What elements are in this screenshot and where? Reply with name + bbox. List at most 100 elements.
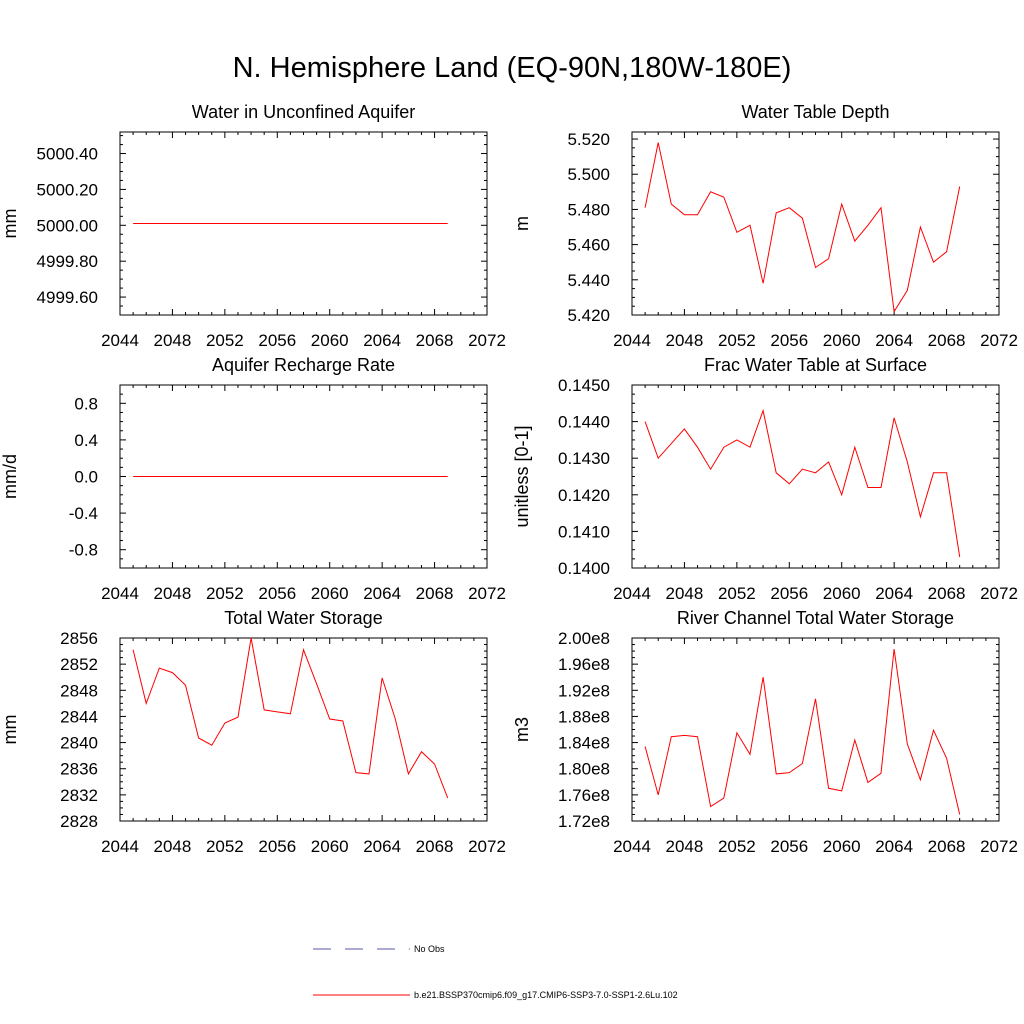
y-tick-label: 0.8 [74, 394, 98, 413]
y-tick-label: 1.72e8 [558, 812, 610, 831]
y-tick-label: 5000.20 [37, 180, 98, 199]
x-tick-label: 2060 [823, 584, 861, 603]
x-tick-label: 2064 [875, 584, 913, 603]
x-tick-label: 2048 [154, 331, 192, 350]
y-tick-label: 2832 [60, 786, 98, 805]
y-axis-label: mm [0, 715, 20, 745]
x-tick-label: 2044 [101, 584, 139, 603]
y-tick-label: -0.8 [69, 541, 98, 560]
x-tick-label: 2064 [363, 331, 401, 350]
x-tick-label: 2048 [154, 837, 192, 856]
y-tick-label: 2836 [60, 760, 98, 779]
y-tick-label: 1.88e8 [558, 707, 610, 726]
y-tick-label: 1.96e8 [558, 655, 610, 674]
x-tick-label: 2072 [980, 837, 1018, 856]
y-tick-label: 0.1440 [558, 413, 610, 432]
x-tick-label: 2060 [823, 331, 861, 350]
x-tick-label: 2048 [666, 837, 704, 856]
panel-frac-water-table: 2044 2048 2052 2056 2060 2064 2068 2072 0.1400 0.… [512, 355, 1018, 603]
x-tick-label: 2068 [416, 584, 454, 603]
y-tick-label: 1.80e8 [558, 760, 610, 779]
x-tick-label: 2060 [823, 837, 861, 856]
y-tick-label: 1.84e8 [558, 734, 610, 753]
x-tick-label: 2052 [206, 584, 244, 603]
panel-title: Water in Unconfined Aquifer [192, 102, 415, 122]
y-tick-label: 1.76e8 [558, 786, 610, 805]
x-tick-label: 2052 [718, 584, 756, 603]
y-tick-label: 0.1400 [558, 559, 610, 578]
y-axis-label: unitless [0-1] [512, 425, 532, 527]
x-tick-label: 2060 [311, 584, 349, 603]
x-tick-label: 2064 [875, 331, 913, 350]
series-line-water-table-depth [644, 142, 961, 313]
y-tick-label: 5.460 [567, 236, 610, 255]
x-tick-label: 2056 [258, 331, 296, 350]
x-tick-label: 2056 [258, 837, 296, 856]
y-tick-label: 2844 [60, 707, 98, 726]
panel-river-channel-storage: 2044 2048 2052 2056 2060 2064 2068 2072 1.72e8 1.… [512, 608, 1018, 856]
panel-title: Water Table Depth [741, 102, 889, 122]
x-tick-label: 2052 [206, 331, 244, 350]
panel-total-water-storage: 2044 2048 2052 2056 2060 2064 2068 2072 2828 2832… [0, 608, 506, 856]
y-tick-label: 5.420 [567, 306, 610, 325]
y-tick-label: 0.1410 [558, 522, 610, 541]
x-tick-label: 2072 [980, 584, 1018, 603]
x-tick-label: 2056 [770, 837, 808, 856]
x-tick-label: 2068 [416, 331, 454, 350]
x-tick-label: 2048 [154, 584, 192, 603]
x-tick-label: 2060 [311, 331, 349, 350]
x-tick-label: 2072 [980, 331, 1018, 350]
x-tick-label: 2052 [718, 837, 756, 856]
y-tick-label: -0.4 [69, 504, 98, 523]
y-tick-label: 2848 [60, 681, 98, 700]
y-tick-label: 1.92e8 [558, 681, 610, 700]
x-tick-label: 2064 [363, 837, 401, 856]
x-tick-label: 2056 [770, 584, 808, 603]
y-tick-label: 4999.80 [37, 252, 98, 271]
y-tick-label: 4999.60 [37, 288, 98, 307]
y-tick-label: 5000.40 [37, 145, 98, 164]
x-tick-label: 2068 [928, 584, 966, 603]
y-tick-label: 2828 [60, 812, 98, 831]
y-tick-label: 0.1430 [558, 449, 610, 468]
x-tick-label: 2044 [613, 584, 651, 603]
x-tick-label: 2068 [928, 331, 966, 350]
x-tick-label: 2060 [311, 837, 349, 856]
panel-recharge-rate: 2044 2048 2052 2056 2060 2064 2068 2072 -0.8 -0.4… [0, 355, 506, 603]
y-tick-label: 0.1450 [558, 376, 610, 395]
x-tick-label: 2064 [363, 584, 401, 603]
x-tick-label: 2044 [613, 837, 651, 856]
panel-title: Frac Water Table at Surface [704, 355, 927, 375]
plot-frame [631, 384, 1000, 569]
x-tick-label: 2068 [928, 837, 966, 856]
y-tick-label: 0.0 [74, 468, 98, 487]
x-tick-label: 2072 [468, 331, 506, 350]
y-tick-label: 2856 [60, 629, 98, 648]
x-tick-label: 2068 [416, 837, 454, 856]
legend-obs-label: No Obs [414, 944, 445, 954]
y-axis-label: m3 [512, 717, 532, 742]
y-axis-label: mm [0, 209, 20, 239]
legend: No Obs b.e21.BSSP370cmip6.f09_g17.CMIP6-… [313, 944, 678, 1000]
plot-frame [119, 637, 488, 822]
x-tick-label: 2048 [666, 584, 704, 603]
legend-model-label: b.e21.BSSP370cmip6.f09_g17.CMIP6-SSP3-7.… [414, 990, 678, 1000]
y-tick-label: 2.00e8 [558, 629, 610, 648]
x-tick-label: 2052 [718, 331, 756, 350]
plot-frame [631, 637, 1000, 822]
figure-title: N. Hemisphere Land (EQ-90N,180W-180E) [232, 52, 792, 84]
x-tick-label: 2072 [468, 584, 506, 603]
y-axis-label: mm/d [0, 454, 20, 499]
x-tick-label: 2048 [666, 331, 704, 350]
panel-aquifer-water: 2044 2048 2052 2056 2060 2064 2068 2072 4999.60 4… [0, 102, 506, 350]
y-tick-label: 5.480 [567, 200, 610, 219]
y-tick-label: 5.500 [567, 165, 610, 184]
plot-frame [631, 131, 1000, 316]
y-tick-label: 5000.00 [37, 216, 98, 235]
panel-title: Total Water Storage [224, 608, 382, 628]
series-line-frac-water-table [644, 408, 961, 558]
y-axis-label: m [512, 216, 532, 231]
series-line-river-channel-storage [644, 649, 961, 815]
y-tick-label: 0.1420 [558, 486, 610, 505]
